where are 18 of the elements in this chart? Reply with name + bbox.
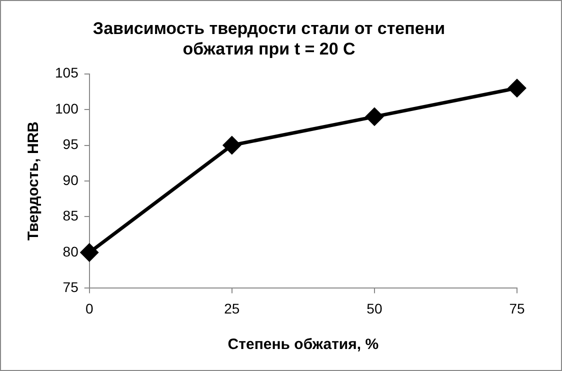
x-tick-label: 50 xyxy=(366,300,382,316)
chart-title: Зависимость твердости стали от степени обжатия при t = 20 C xyxy=(92,18,446,58)
point xyxy=(508,79,526,97)
x-tick-label: 0 xyxy=(85,300,94,316)
y-tick-label: 85 xyxy=(62,208,79,224)
x-tick-label: 25 xyxy=(224,300,240,316)
y-tick-label: 90 xyxy=(62,172,79,188)
y-tick-label: 75 xyxy=(62,279,79,296)
point xyxy=(366,108,384,126)
point xyxy=(80,244,98,262)
y-tick-label: 105 xyxy=(55,64,79,81)
point xyxy=(223,136,241,154)
x-tick-label: 75 xyxy=(509,300,525,316)
y-tick-label: 80 xyxy=(62,243,79,260)
y-tick-label: 95 xyxy=(62,136,79,152)
y-axis-title: Твердость, HRB xyxy=(25,121,42,240)
x-axis-title: Степень обжатия, % xyxy=(228,336,379,354)
y-tick-label: 100 xyxy=(55,100,79,116)
